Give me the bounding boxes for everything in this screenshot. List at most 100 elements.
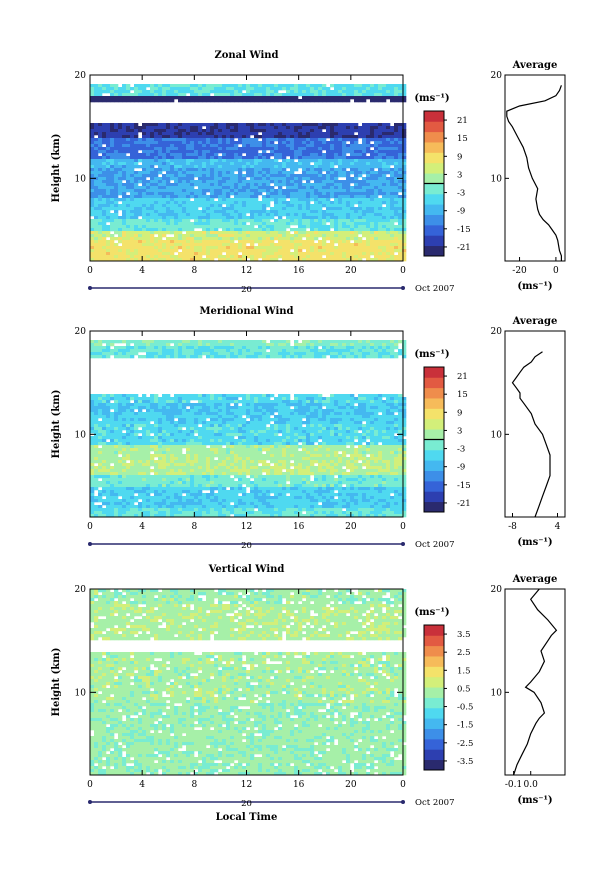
heatmap-cell xyxy=(158,204,163,208)
heatmap-cell xyxy=(402,168,407,172)
heatmap-cell xyxy=(126,225,131,229)
heatmap-cell xyxy=(170,192,175,196)
heatmap-cell xyxy=(190,159,195,163)
heatmap-cell xyxy=(178,84,183,88)
heatmap-cell xyxy=(246,168,251,172)
heatmap-cell xyxy=(154,138,159,142)
heatmap-cell xyxy=(242,147,247,151)
heatmap-cell xyxy=(218,192,223,196)
heatmap-cell xyxy=(106,490,111,494)
heatmap-cell xyxy=(274,177,279,181)
heatmap-cell xyxy=(370,153,375,157)
heatmap-cell xyxy=(210,144,215,148)
heatmap-cell xyxy=(258,141,263,145)
heatmap-cell xyxy=(370,126,375,130)
heatmap-cell xyxy=(142,463,147,467)
heatmap-cell xyxy=(306,231,311,235)
heatmap-cell xyxy=(202,162,207,166)
heatmap-cell xyxy=(262,231,267,235)
heatmap-cell xyxy=(94,237,99,241)
heatmap-cell xyxy=(162,144,167,148)
heatmap-cell xyxy=(278,249,283,253)
heatmap-cell xyxy=(146,162,151,166)
heatmap-cell xyxy=(158,469,163,473)
heatmap-cell xyxy=(230,93,235,97)
heatmap-cell xyxy=(302,177,307,181)
heatmap-cell xyxy=(314,126,319,130)
heatmap-cell xyxy=(98,442,103,446)
heatmap-cell xyxy=(122,153,127,157)
heatmap-cell xyxy=(266,183,271,187)
heatmap-cell xyxy=(294,90,299,94)
heatmap-cell xyxy=(250,177,255,181)
heatmap-cell xyxy=(166,219,171,223)
heatmap-cell xyxy=(390,192,395,196)
heatmap-cell xyxy=(174,132,179,136)
heatmap-cell xyxy=(402,186,407,190)
heatmap-cell xyxy=(154,454,159,458)
heatmap-cell xyxy=(90,406,95,410)
heatmap-cell xyxy=(366,252,371,256)
heatmap-cell xyxy=(306,138,311,142)
heatmap-cell xyxy=(206,132,211,136)
heatmap-cell xyxy=(90,90,95,94)
heatmap-cell xyxy=(334,195,339,199)
heatmap-cell xyxy=(98,240,103,244)
heatmap-cell xyxy=(338,129,343,133)
heatmap-cell xyxy=(382,165,387,169)
heatmap-cell xyxy=(238,174,243,178)
heatmap-cell xyxy=(162,219,167,223)
heatmap-cell xyxy=(122,150,127,154)
heatmap-cell xyxy=(126,234,131,238)
heatmap-cell xyxy=(342,162,347,166)
heatmap-cell xyxy=(150,436,155,440)
heatmap-cell xyxy=(262,246,267,250)
heatmap-cell xyxy=(162,403,167,407)
heatmap-cell xyxy=(150,192,155,196)
heatmap-cell xyxy=(382,252,387,256)
heatmap-cell xyxy=(182,90,187,94)
heatmap-cell xyxy=(274,243,279,247)
colorbar-tick-label: 21 xyxy=(457,116,468,126)
heatmap-cell xyxy=(282,159,287,163)
heatmap-cell xyxy=(266,171,271,175)
heatmap-cell xyxy=(342,255,347,259)
heatmap-cell xyxy=(134,234,139,238)
heatmap-cell xyxy=(178,135,183,139)
heatmap-cell xyxy=(138,240,143,244)
heatmap-cell xyxy=(106,352,111,356)
heatmap-cell xyxy=(402,225,407,229)
heatmap-cell xyxy=(290,150,295,154)
heatmap-cell xyxy=(150,496,155,500)
heatmap-cell xyxy=(130,192,135,196)
heatmap-cell xyxy=(98,171,103,175)
heatmap-cell xyxy=(334,99,339,103)
heatmap-cell xyxy=(250,123,255,127)
heatmap-cell xyxy=(158,201,163,205)
heatmap-cell xyxy=(218,174,223,178)
heatmap-cell xyxy=(386,147,391,151)
heatmap-cell xyxy=(102,129,107,133)
heatmap-cell xyxy=(150,508,155,512)
heatmap-cell xyxy=(106,400,111,404)
heatmap-cell xyxy=(110,90,115,94)
heatmap-cell xyxy=(166,240,171,244)
heatmap-cell xyxy=(94,93,99,97)
heatmap-cell xyxy=(90,508,95,512)
heatmap-cell xyxy=(126,490,131,494)
heatmap-cell xyxy=(278,93,283,97)
heatmap-cell xyxy=(110,469,115,473)
heatmap-cell xyxy=(98,165,103,169)
heatmap-cell xyxy=(402,174,407,178)
heatmap-cell xyxy=(386,213,391,217)
heatmap-cell xyxy=(122,204,127,208)
heatmap-cell xyxy=(270,255,275,259)
heatmap-cell xyxy=(294,129,299,133)
heatmap-cell xyxy=(102,400,107,404)
heatmap-cell xyxy=(290,246,295,250)
heatmap-cell xyxy=(122,502,127,506)
heatmap-cell xyxy=(290,159,295,163)
heatmap-cell xyxy=(330,249,335,253)
heatmap-cell xyxy=(166,427,171,431)
heatmap-cell xyxy=(198,180,203,184)
